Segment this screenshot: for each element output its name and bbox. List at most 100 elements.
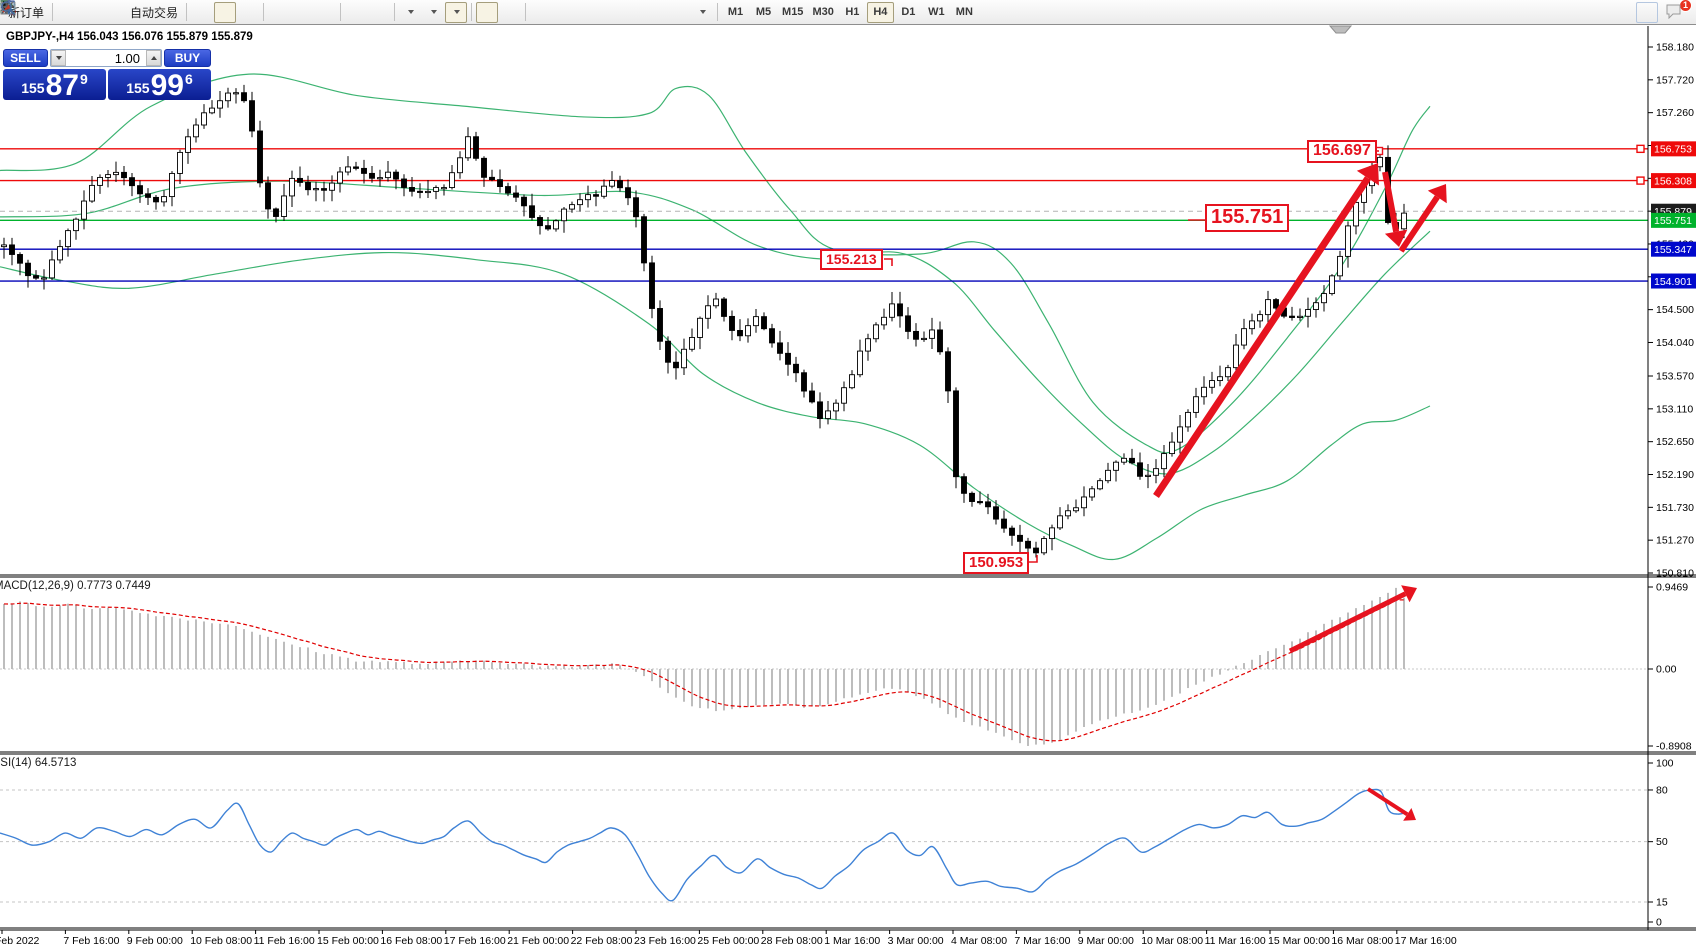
buy-button[interactable]: BUY [164,49,211,67]
svg-text:0: 0 [1656,917,1662,929]
profile-button[interactable] [0,0,102,23]
periods-button[interactable] [1,1,444,23]
svg-text:7 Mar 16:00: 7 Mar 16:00 [1014,935,1070,947]
annotation-major-level[interactable]: 155.751 [1205,204,1290,232]
sell-price-display[interactable]: 155 87 9 [3,69,106,102]
chat-icon [1666,4,1681,19]
dropdown-caret [408,10,415,14]
svg-text:153.110: 153.110 [1656,403,1693,415]
timeframe-m5-button[interactable]: M5 [755,6,772,18]
timeframe-w1-button[interactable]: W1 [928,6,945,18]
text-label-button[interactable]: T [0,1,690,23]
svg-text:154.500: 154.500 [1656,304,1694,316]
arrow-objects-button[interactable] [2,2,713,23]
triangle-down-icon [55,56,62,60]
buy-price-sup: 6 [184,71,193,87]
timeframe-h4-button[interactable]: H4 [866,1,894,23]
crosshair-button[interactable] [1,1,521,23]
svg-text:21 Feb 00:00: 21 Feb 00:00 [507,935,569,947]
chart-shift-button[interactable] [0,2,390,23]
svg-text:4 Mar 08:00: 4 Mar 08:00 [951,935,1007,947]
bar-chart-button[interactable] [1,1,213,23]
svg-text:154.040: 154.040 [1656,337,1694,349]
svg-text:100: 100 [1656,758,1674,770]
svg-text:9 Feb 00:00: 9 Feb 00:00 [127,935,183,947]
vertical-line-button[interactable] [5,1,552,23]
notifications-button[interactable]: 1 [1664,0,1692,23]
svg-text:28 Feb 08:00: 28 Feb 08:00 [761,935,823,947]
timeframe-m15-button[interactable]: M15 [782,6,804,18]
market-depth-button[interactable] [0,2,79,23]
svg-text:-0.8908: -0.8908 [1656,741,1692,753]
fibonacci-button[interactable]: F [1,2,644,23]
macd-indicator-label: MACD(12,26,9) 0.7773 0.7449 [0,580,151,592]
svg-text:16 Mar 08:00: 16 Mar 08:00 [1331,935,1393,947]
search-button[interactable] [1,1,1658,23]
svg-text:9 Mar 00:00: 9 Mar 00:00 [1078,935,1134,947]
buy-price-main: 99 [150,69,184,102]
svg-text:23 Feb 16:00: 23 Feb 16:00 [634,935,696,947]
annotation-mid-level[interactable]: 155.213 [820,249,883,270]
timeframe-h1-button[interactable]: H1 [845,6,860,18]
horizontal-line-button[interactable] [1,2,575,23]
indicators-button[interactable] [0,1,421,23]
svg-text:11 Mar 16:00: 11 Mar 16:00 [1205,935,1266,947]
toolbar-separator [186,3,188,21]
sell-price-sup: 9 [79,71,88,87]
svg-text:1 Mar 16:00: 1 Mar 16:00 [824,935,880,947]
triangle-up-icon [150,56,157,60]
svg-text:155.751: 155.751 [1654,215,1692,227]
timeframe-mn-button[interactable]: MN [955,6,973,18]
volume-increase-button[interactable] [146,50,161,66]
line-chart-button[interactable] [0,1,259,23]
auto-scroll-button[interactable] [0,2,367,23]
svg-text:158.180: 158.180 [1656,42,1694,54]
sell-price-main: 87 [45,69,79,102]
svg-text:0.00: 0.00 [1656,664,1677,676]
volume-decrease-button[interactable] [51,50,66,66]
candle-chart-button[interactable] [2,1,237,23]
svg-text:151.270: 151.270 [1656,535,1694,547]
svg-text:150.810: 150.810 [1656,567,1694,579]
buy-price-display[interactable]: 155 99 6 [108,69,211,102]
channel-button[interactable]: E [0,2,621,23]
svg-text:10 Feb 08:00: 10 Feb 08:00 [190,935,252,947]
svg-text:157.720: 157.720 [1656,74,1694,86]
trendline-button[interactable] [1,1,598,23]
svg-text:11 Feb 16:00: 11 Feb 16:00 [254,935,315,947]
svg-text:F: F [12,9,16,15]
volume-spinner: 1.00 [50,49,162,67]
auto-trading-button[interactable]: 自动交易 [1,0,182,23]
zoom-in-button[interactable] [1,1,290,23]
tile-windows-button[interactable] [0,0,336,23]
timeframe-m30-button[interactable]: M30 [812,6,834,18]
templates-button[interactable] [0,1,468,23]
cursor-button[interactable] [3,1,499,23]
svg-text:156.308: 156.308 [1654,175,1692,187]
svg-text:T: T [5,4,11,15]
svg-text:151.730: 151.730 [1656,502,1694,514]
svg-text:Feb 2022: Feb 2022 [0,935,40,947]
svg-text:25 Feb 00:00: 25 Feb 00:00 [697,935,759,947]
sell-button[interactable]: SELL [3,49,48,67]
rsi-indicator-label: RSI(14) 64.5713 [0,757,77,769]
annotation-peak-price[interactable]: 156.697 [1307,140,1377,163]
signals-button[interactable] [0,1,125,23]
buy-price-prefix: 155 [126,80,150,96]
timeframe-d1-button[interactable]: D1 [901,6,916,18]
dropdown-caret [431,10,438,14]
timeframe-m1-button[interactable]: M1 [727,6,744,18]
toolbar-separator [471,3,473,21]
toolbar-separator [340,3,342,21]
annotation-swing-low[interactable]: 150.953 [963,552,1030,574]
toolbar-separator [263,3,265,21]
svg-text:15 Mar 00:00: 15 Mar 00:00 [1268,935,1330,947]
svg-text:15 Feb 00:00: 15 Feb 00:00 [317,935,379,947]
dropdown-caret [700,10,707,14]
zoom-out-button[interactable] [1,1,313,23]
volume-input[interactable]: 1.00 [114,51,140,66]
svg-text:17 Mar 16:00: 17 Mar 16:00 [1395,935,1457,947]
text-button[interactable]: A [3,1,667,23]
